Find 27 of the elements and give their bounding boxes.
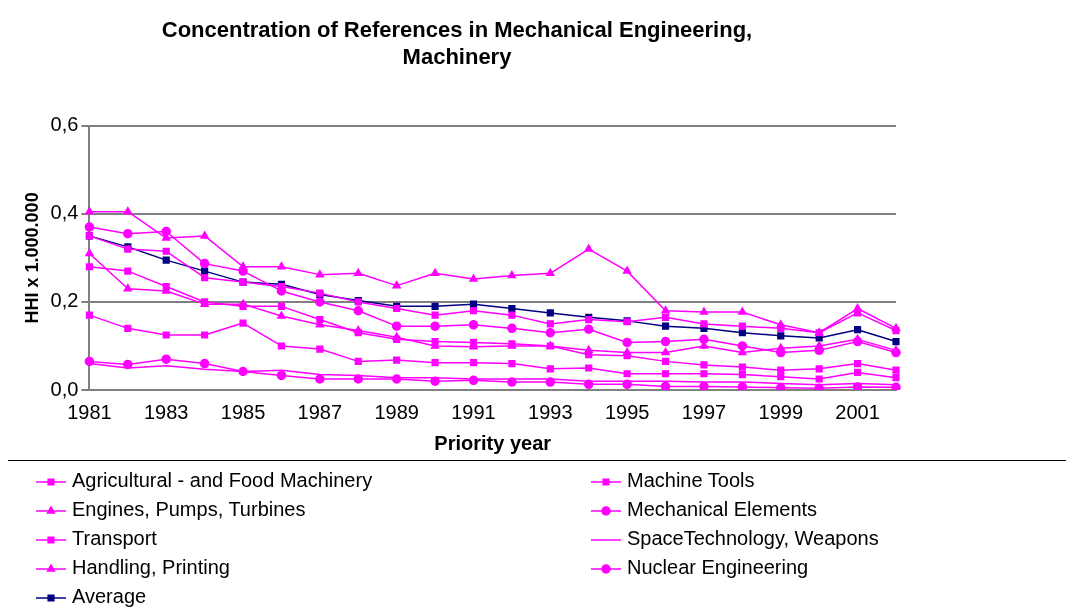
y-tick-label: 0,4: [50, 201, 79, 224]
y-tick-label: 0,6: [50, 113, 79, 136]
x-tick-label: 1993: [528, 400, 573, 423]
legend-label: Handling, Printing: [72, 556, 230, 578]
legend-label: Transport: [72, 527, 157, 549]
legend-label: Mechanical Elements: [627, 498, 818, 520]
legend-label: SpaceTechnology, Weapons: [627, 527, 879, 549]
x-tick-label: 1989: [374, 400, 419, 423]
chart-title: Concentration of References in Mechanical Engineering, Machinery: [161, 17, 753, 69]
x-tick-label: 1999: [758, 400, 804, 423]
y-tick-label: 0,0: [50, 377, 79, 400]
x-axis-title: Priority year: [434, 431, 552, 454]
x-tick-label: 1997: [681, 400, 727, 423]
x-tick-label: 1987: [297, 400, 343, 423]
y-axis-title: HHI x 1.000.000: [21, 192, 42, 324]
x-tick-label: 2001: [835, 400, 880, 423]
y-tick-label: 0,2: [50, 289, 79, 312]
legend-label: Average: [72, 585, 147, 607]
x-tick-label: 1981: [67, 400, 112, 423]
x-tick-label: 1995: [604, 400, 650, 423]
legend-label: Engines, Pumps, Turbines: [72, 498, 306, 520]
x-tick-label: 1983: [143, 400, 189, 423]
legend-label: Nuclear Engineering: [627, 556, 809, 578]
legend-label: Machine Tools: [627, 469, 755, 491]
legend-label: Agricultural - and Food Machinery: [72, 469, 373, 491]
x-tick-label: 1985: [220, 400, 266, 423]
x-tick-label: 1991: [451, 400, 496, 423]
